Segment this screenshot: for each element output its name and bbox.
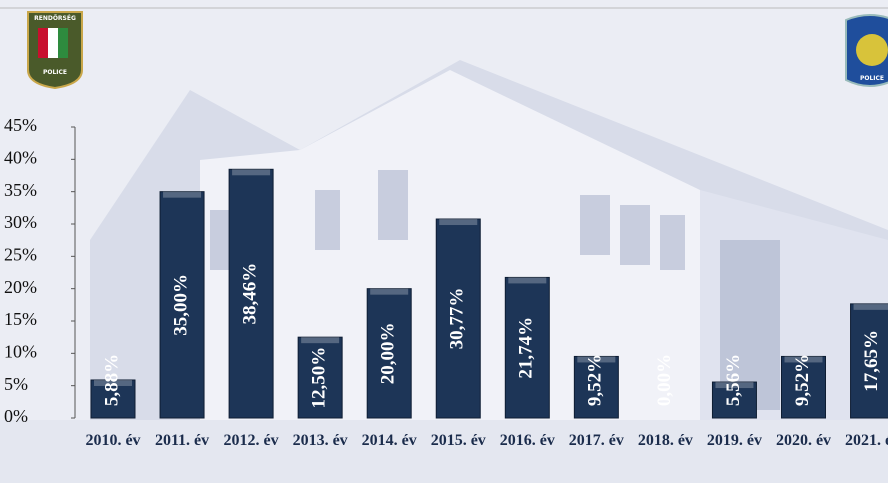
bar-shine (854, 304, 888, 310)
value-label: 5,88% (101, 354, 122, 406)
x-tick-label: 2016. év (497, 428, 557, 453)
value-label: 0,00% (654, 354, 675, 406)
bar-shine (439, 219, 477, 225)
logo-text: POLICE (860, 75, 884, 82)
value-label: 20,00% (378, 322, 399, 384)
x-tick-label: 2012. év (221, 428, 281, 453)
x-tick-label: 2020. év (774, 428, 834, 453)
x-tick-label: 2013. év (290, 428, 350, 453)
y-tick-label: 5% (4, 374, 28, 394)
x-tick-label: 2018. év (635, 428, 695, 453)
value-label: 5,56% (723, 354, 744, 406)
bar-shine (370, 289, 408, 295)
x-tick-label: 2011. év (152, 428, 212, 453)
x-tick-label: 2017. év (566, 428, 626, 453)
value-label: 35,00% (170, 274, 191, 336)
y-tick-label: 0% (4, 406, 28, 426)
value-label: 21,74% (516, 317, 537, 379)
bar-shine (301, 337, 339, 343)
chart: RENDŐRSÉG POLICE POLICE 0% 5% 10% 15% 20% 25%… (0, 0, 888, 483)
page: RENDŐRSÉG POLICE POLICE 0% 5% 10% 15% 20% 25%… (0, 0, 888, 483)
y-tick-label: 10% (4, 341, 37, 361)
x-tick-label: 2015. év (428, 428, 488, 453)
logo-right: POLICE (846, 15, 888, 86)
y-tick-label: 45% (4, 115, 37, 135)
value-label: 9,52% (585, 354, 606, 406)
y-tick-label: 30% (4, 212, 37, 232)
value-label: 9,52% (792, 354, 813, 406)
x-tick-label: 2021. év (843, 428, 888, 453)
value-label: 17,65% (861, 330, 882, 392)
logo-text: POLICE (43, 69, 67, 76)
bar-shine (232, 169, 270, 175)
x-tick-label: 2010. év (83, 428, 143, 453)
y-tick-label: 25% (4, 244, 37, 264)
y-tick-label: 40% (4, 147, 37, 167)
y-tick-label: 15% (4, 309, 37, 329)
x-tick-label: 2014. év (359, 428, 419, 453)
bar-shine (508, 277, 546, 283)
value-label: 12,50% (309, 347, 330, 409)
value-label: 30,77% (447, 288, 468, 350)
y-tick-label: 20% (4, 277, 37, 297)
y-tick-label: 35% (4, 180, 37, 200)
logo-text: RENDŐRSÉG (34, 14, 76, 22)
x-tick-label: 2019. év (704, 428, 764, 453)
bar-shine (163, 192, 201, 198)
logo-left: RENDŐRSÉG POLICE (28, 12, 82, 88)
value-label: 38,46% (239, 263, 260, 325)
